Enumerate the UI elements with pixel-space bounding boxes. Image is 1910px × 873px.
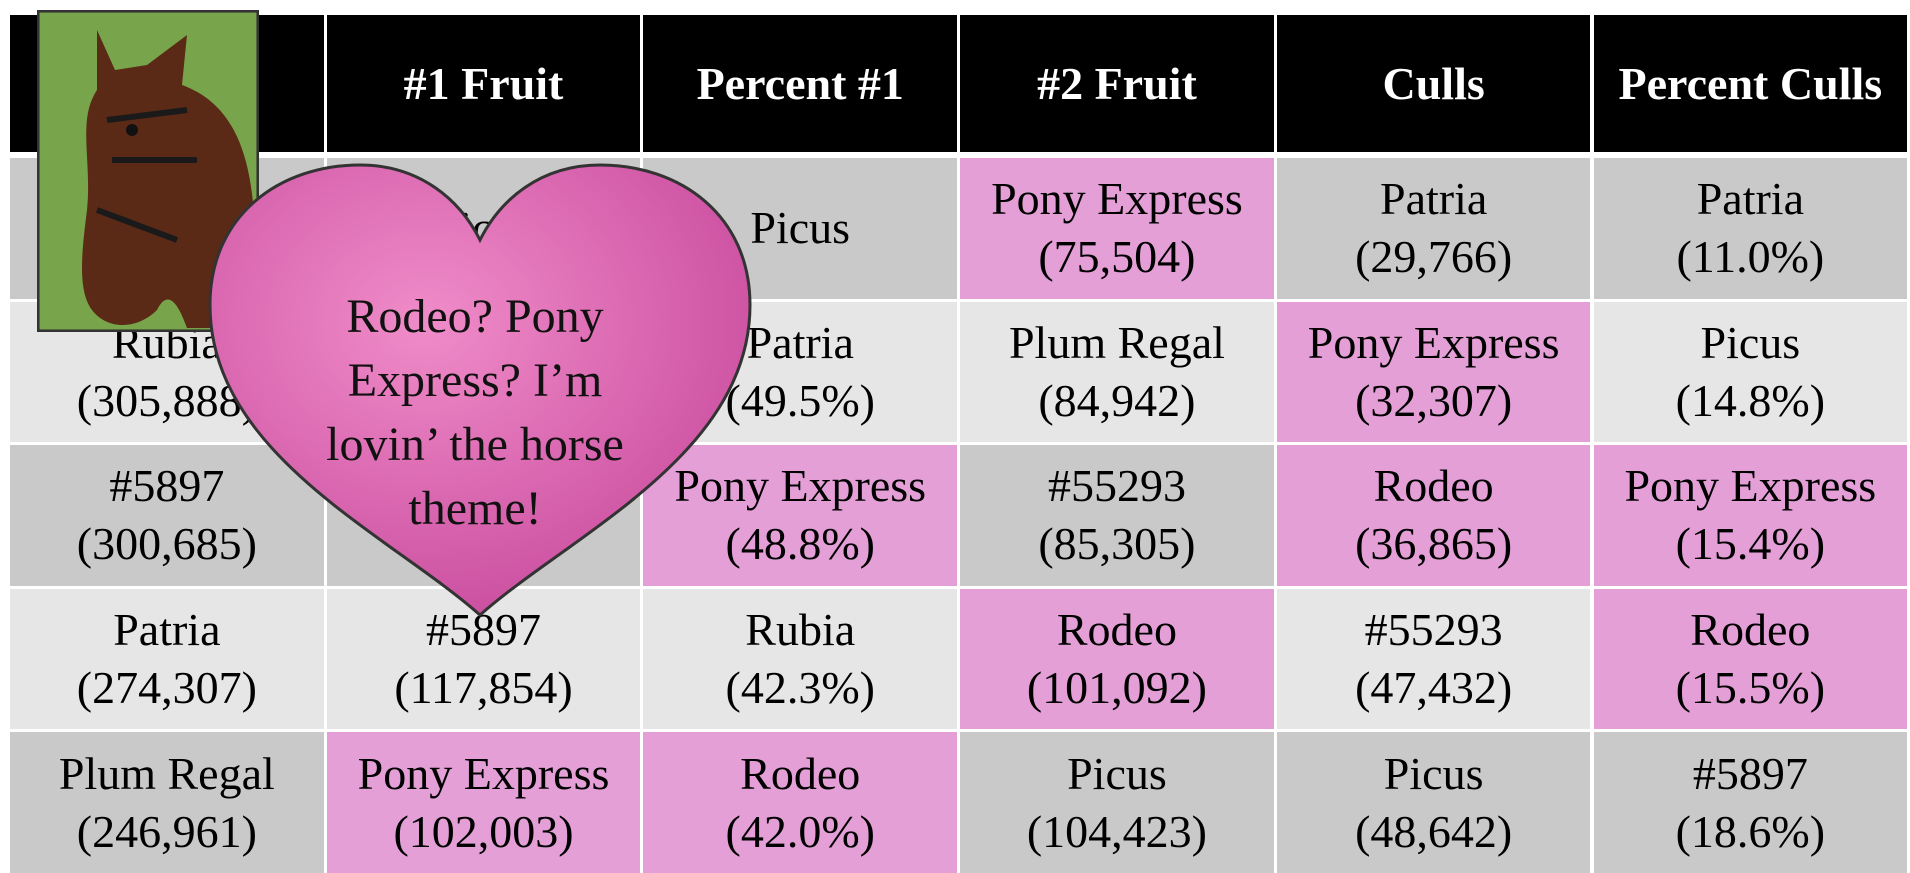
cell-line: Rodeo [1057,601,1177,659]
table-cell: Pony Express(32,307) [1277,302,1591,443]
cell-line: Plum Regal [59,745,275,803]
header-cell: Percent #1 [643,15,957,152]
cell-line: (15.4%) [1676,515,1825,573]
cell-line: (42.0%) [726,803,875,861]
table-cell: #55293(47,432) [1277,589,1591,730]
cell-line: Rodeo [1374,457,1494,515]
table-cell: Picus(14.8%) [1594,302,1908,443]
header-cell: #1 Fruit [327,15,641,152]
table-cell: Rodeo(36,865) [1277,445,1591,586]
table-cell: Picus(48,642) [1277,732,1591,873]
cell-line: (102,003) [393,803,573,861]
header-cell: #2 Fruit [960,15,1274,152]
cell-line: (85,305) [1038,515,1195,573]
table-cell: Picus(104,423) [960,732,1274,873]
table-cell: Pony Express(15.4%) [1594,445,1908,586]
cell-line: (274,307) [77,659,257,717]
table-cell: Patria(29,766) [1277,158,1591,299]
cell-line: Pony Express [358,745,610,803]
table-cell: Pony Express(102,003) [327,732,641,873]
cell-line: (47,432) [1355,659,1512,717]
cell-line: (48,642) [1355,803,1512,861]
cell-line: (104,423) [1027,803,1207,861]
cell-line: #55293 [1365,601,1503,659]
cell-line: (15.5%) [1676,659,1825,717]
cell-line: Picus [1701,314,1801,372]
cell-line: (11.0%) [1676,228,1824,286]
table-cell: Pony Express(75,504) [960,158,1274,299]
cell-line: (14.8%) [1676,372,1825,430]
cell-line: Pony Express [1624,457,1876,515]
cell-line: #55293 [1048,457,1186,515]
header-cell: Percent Culls [1594,15,1908,152]
cell-line: Patria [1697,170,1804,228]
table-cell: Plum Regal(84,942) [960,302,1274,443]
table-cell: Plum Regal(246,961) [10,732,324,873]
cell-line: Pony Express [1308,314,1560,372]
header-cell: Culls [1277,15,1591,152]
cell-line: Picus [1384,745,1484,803]
cell-line: (36,865) [1355,515,1512,573]
cell-line: (42.3%) [726,659,875,717]
cell-line: Rodeo [1690,601,1810,659]
slide: Total#1 FruitPercent #1#2 FruitCullsPerc… [0,0,1910,870]
table-cell: Rodeo(15.5%) [1594,589,1908,730]
cell-line: (75,504) [1038,228,1195,286]
cell-line: (29,766) [1355,228,1512,286]
cell-line: (18.6%) [1676,803,1825,861]
table-cell: Rodeo(42.0%) [643,732,957,873]
table-cell: #5897(18.6%) [1594,732,1908,873]
cell-line: (84,942) [1038,372,1195,430]
cell-line: Patria [1380,170,1487,228]
cell-line: Plum Regal [1009,314,1225,372]
cell-line: (246,961) [77,803,257,861]
cell-line: Pony Express [991,170,1243,228]
table-cell: Patria(11.0%) [1594,158,1908,299]
cell-line: Rodeo [740,745,860,803]
heart-callout-text: Rodeo? Pony Express? I’m lovin’ the hors… [300,285,650,541]
cell-line: #5897 [1693,745,1808,803]
table-cell: #55293(85,305) [960,445,1274,586]
cell-line: (101,092) [1027,659,1207,717]
cell-line: Picus [1067,745,1167,803]
cell-line: (117,854) [394,659,572,717]
cell-line: (32,307) [1355,372,1512,430]
table-cell: Rodeo(101,092) [960,589,1274,730]
